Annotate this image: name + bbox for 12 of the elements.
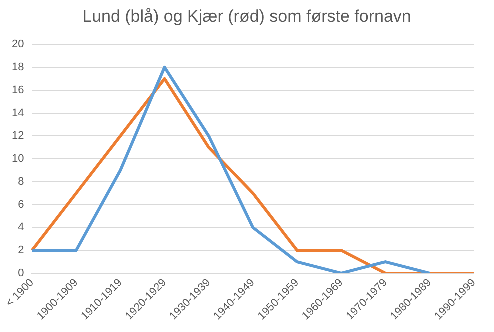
y-tick-label: 18 (12, 62, 24, 74)
y-tick-label: 2 (18, 244, 24, 257)
chart-title: Lund (blå) og Kjær (rød) som første fornavn (82, 6, 412, 28)
y-tick-label: 16 (12, 84, 24, 96)
y-tick-label: 14 (12, 107, 24, 120)
y-tick-label: 6 (18, 198, 24, 211)
y-tick-label: 12 (12, 130, 24, 142)
y-tick-label: 4 (18, 222, 24, 234)
y-tick-label: 10 (12, 153, 24, 166)
y-tick-label: 0 (18, 268, 24, 280)
y-tick-label: 20 (12, 38, 24, 51)
y-tick-label: 8 (18, 176, 24, 188)
